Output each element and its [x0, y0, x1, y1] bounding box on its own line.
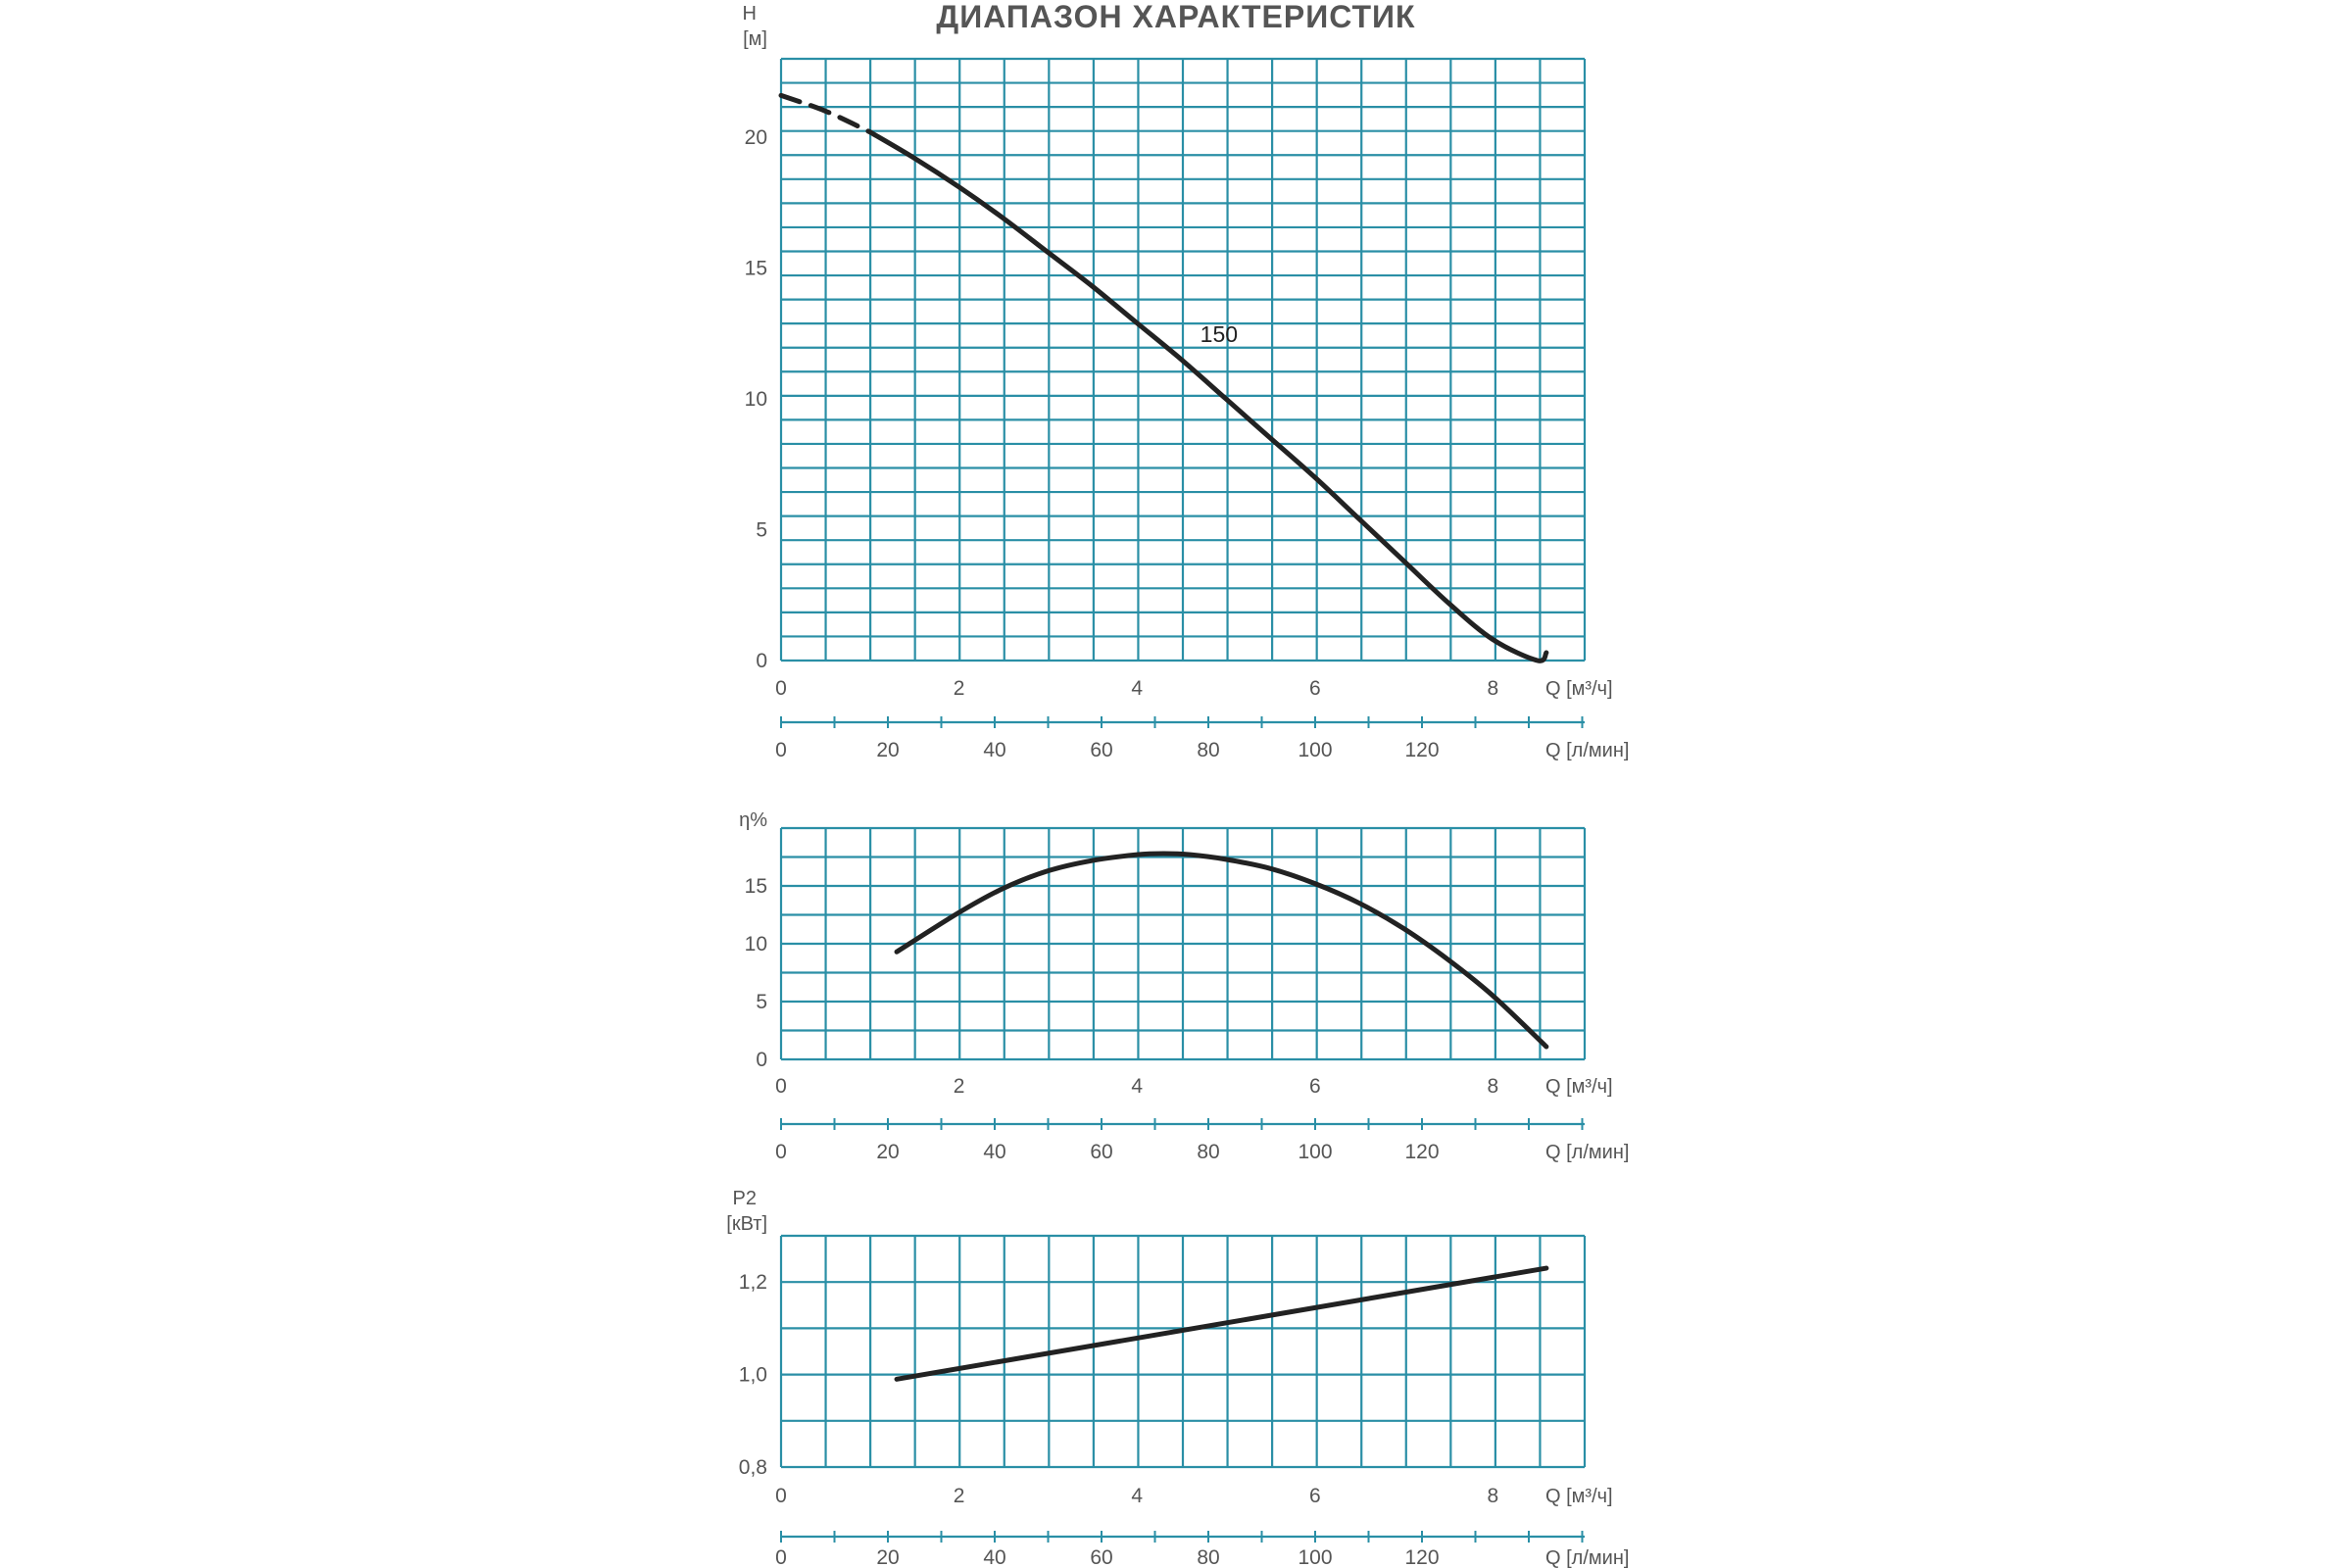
x2-tick-label: 120 — [1404, 739, 1439, 761]
x-axis-label: Q [м³/ч] — [1545, 678, 1613, 700]
x2-tick-label: 120 — [1404, 1141, 1439, 1163]
y-tick-label: 10 — [745, 388, 767, 411]
y-tick-label: 0,8 — [739, 1456, 767, 1479]
x2-tick-label: 60 — [1090, 1141, 1112, 1163]
x2-tick-label: 60 — [1090, 1546, 1112, 1568]
x2-tick-label: 20 — [876, 1141, 899, 1163]
x-tick-label: 0 — [775, 677, 787, 700]
x2-tick-label: 120 — [1404, 1546, 1439, 1568]
y-tick-label: 20 — [745, 126, 767, 149]
x-tick-label: 8 — [1488, 1485, 1499, 1507]
y-axis-label: H — [743, 3, 757, 24]
x2-tick-label: 40 — [983, 739, 1005, 761]
x-axis-label: Q [м³/ч] — [1545, 1486, 1613, 1507]
y-axis-unit: [кВт] — [726, 1213, 767, 1235]
x2-tick-label: 80 — [1197, 1546, 1219, 1568]
y-tick-label: 15 — [745, 258, 767, 280]
x2-tick-label: 100 — [1298, 1546, 1332, 1568]
x2-tick-label: 100 — [1298, 739, 1332, 761]
y-tick-label: 0 — [756, 650, 767, 672]
y-axis-label: P2 — [733, 1188, 757, 1209]
chart-panel-1: 0 5 10 15 20 H [м] 0 2 4 6 8 Q [м³/ч] 0 20 40 60 80 100 120… — [743, 3, 1630, 761]
y-tick-label: 1,0 — [739, 1364, 767, 1387]
x-tick-label: 2 — [954, 1485, 965, 1507]
x2-axis-label: Q [л/мин] — [1545, 1547, 1629, 1568]
performance-curve — [894, 1265, 1549, 1382]
x-axis-label: Q [м³/ч] — [1545, 1076, 1613, 1098]
x2-tick-label: 40 — [983, 1546, 1005, 1568]
x-tick-label: 8 — [1488, 677, 1499, 700]
x-tick-label: 8 — [1488, 1075, 1499, 1098]
curve-dashed-segment — [778, 92, 873, 135]
chart-panel-3: 0,8 1,0 1,2 P2 [кВт] 0 2 4 6 8 Q [м³/ч] 0 20 40 60 80 10… — [726, 1188, 1629, 1568]
x2-tick-label: 80 — [1197, 739, 1219, 761]
performance-curve — [894, 851, 1549, 1050]
y-tick-label: 10 — [745, 933, 767, 956]
x-tick-label: 2 — [954, 1075, 965, 1098]
x2-tick-label: 0 — [775, 1141, 787, 1163]
x-tick-label: 2 — [954, 677, 965, 700]
y-tick-label: 0 — [756, 1049, 767, 1071]
chart-panel-2: 0 5 10 15 η% 0 2 4 6 8 Q [м³/ч] 0 20 40 60 80 100 120 Q [л… — [739, 809, 1629, 1163]
x2-axis-label: Q [л/мин] — [1545, 1142, 1629, 1163]
x-tick-label: 6 — [1309, 677, 1321, 700]
x-tick-label: 0 — [775, 1485, 787, 1507]
x2-axis-label: Q [л/мин] — [1545, 740, 1629, 761]
x2-tick-label: 100 — [1298, 1141, 1332, 1163]
curve-label: 150 — [1200, 321, 1238, 347]
x2-tick-label: 20 — [876, 739, 899, 761]
x2-tick-label: 40 — [983, 1141, 1005, 1163]
x2-tick-label: 0 — [775, 739, 787, 761]
y-tick-label: 5 — [756, 991, 767, 1013]
x-tick-label: 6 — [1309, 1485, 1321, 1507]
x-tick-label: 0 — [775, 1075, 787, 1098]
x2-tick-label: 0 — [775, 1546, 787, 1568]
x-tick-label: 4 — [1131, 677, 1143, 700]
x-tick-label: 6 — [1309, 1075, 1321, 1098]
x-tick-label: 4 — [1131, 1485, 1143, 1507]
y-axis-unit: [м] — [743, 28, 767, 50]
x2-tick-label: 80 — [1197, 1141, 1219, 1163]
y-tick-label: 1,2 — [739, 1271, 767, 1294]
y-tick-label: 15 — [745, 875, 767, 898]
x-tick-label: 4 — [1131, 1075, 1143, 1098]
curve-150 — [867, 129, 1549, 663]
y-tick-label: 5 — [756, 519, 767, 542]
x2-tick-label: 60 — [1090, 739, 1112, 761]
y-axis-label: η% — [739, 809, 767, 831]
x2-tick-label: 20 — [876, 1546, 899, 1568]
chart-title: ДИАПАЗОН ХАРАКТЕРИСТИК — [936, 0, 1416, 34]
